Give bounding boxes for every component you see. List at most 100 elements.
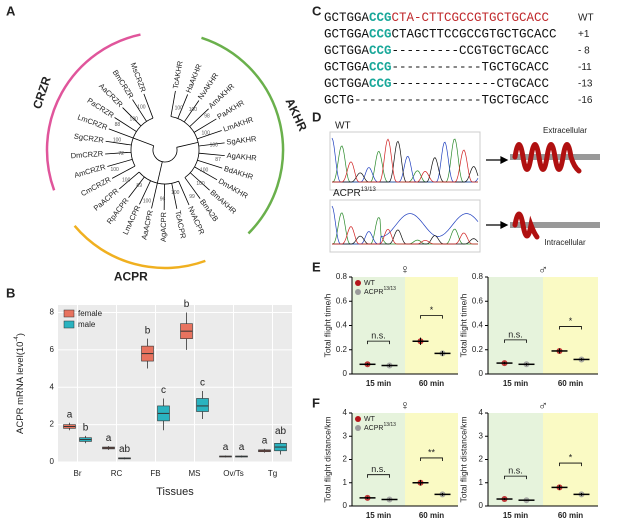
wt-label: WT bbox=[335, 121, 351, 132]
bootstrap: 99 bbox=[189, 194, 195, 200]
y-tick-label: 0.6 bbox=[472, 296, 484, 305]
significance-letter: b bbox=[83, 422, 89, 433]
legend-swatch bbox=[63, 309, 75, 318]
trace bbox=[331, 205, 479, 245]
leaf-label: SgAKHR bbox=[226, 134, 257, 147]
legend-label: female bbox=[78, 309, 103, 318]
bootstrap: 100 bbox=[202, 131, 211, 137]
significance-bracket bbox=[504, 339, 527, 343]
significance-letter: a bbox=[223, 442, 229, 453]
mutant-name: ACPR bbox=[333, 188, 361, 199]
y-tick-label: 4 bbox=[343, 408, 348, 417]
significance: * bbox=[569, 452, 573, 462]
significance-bracket bbox=[504, 475, 527, 480]
bootstrap: 96 bbox=[160, 196, 166, 202]
sequence-segment: --------------CTGCACC bbox=[392, 77, 550, 91]
significance: ** bbox=[428, 447, 436, 457]
legend-label: WT bbox=[364, 416, 376, 423]
significance-bracket bbox=[420, 457, 443, 461]
y-tick-label: 0.8 bbox=[472, 272, 484, 281]
y-label-text: ) bbox=[15, 333, 26, 336]
bootstrap: 100 bbox=[196, 181, 205, 187]
x-tick-label: RC bbox=[111, 469, 123, 478]
sequence-segment: GCTGGA bbox=[324, 11, 370, 25]
significance-letter: a bbox=[67, 409, 73, 420]
sequence-segment: CCG bbox=[369, 28, 392, 42]
y-tick-label: 3 bbox=[343, 431, 348, 440]
background-60 bbox=[405, 277, 458, 374]
x-tick-label: 60 min bbox=[558, 379, 583, 388]
bootstrap: 87 bbox=[215, 157, 221, 163]
x-tick-label: MS bbox=[189, 469, 201, 478]
sequence-label: -13 bbox=[578, 79, 593, 90]
bootstrap: 100 bbox=[200, 167, 209, 173]
y-tick-label: 2 bbox=[343, 455, 348, 464]
legend-name: ACPR bbox=[364, 289, 383, 296]
sequence-segment: CCG bbox=[369, 11, 392, 25]
significance-bracket bbox=[559, 326, 582, 330]
bootstrap: 72 bbox=[118, 151, 124, 157]
background-15 bbox=[352, 277, 405, 374]
significance: n.s. bbox=[508, 329, 523, 339]
x-tick-label: 60 min bbox=[419, 379, 444, 388]
y-tick-label: 0 bbox=[343, 501, 348, 510]
significance-bracket bbox=[367, 474, 390, 478]
sequence: GCTGGACCG---------CCGTGCTGCACC bbox=[324, 44, 549, 58]
leaf-label: LmAKHR bbox=[222, 115, 255, 134]
sequence-segment: GCTGGA bbox=[324, 77, 370, 91]
sequence-segment: -----------------TGCTGCACC bbox=[354, 94, 549, 108]
leaf-label: AgACPR bbox=[159, 211, 168, 242]
y-axis-label: Total flight distance/km bbox=[458, 417, 468, 503]
mutant-label: ACPR13/13 bbox=[333, 187, 376, 199]
sequence-label: -16 bbox=[578, 95, 593, 106]
sex-symbol: ♂ bbox=[538, 397, 548, 412]
x-tick-label: Tg bbox=[268, 469, 277, 478]
trace bbox=[332, 226, 478, 245]
legend-swatch bbox=[63, 320, 75, 329]
receptor-mutant bbox=[512, 211, 540, 240]
background-60 bbox=[405, 413, 458, 506]
group-arc bbox=[73, 225, 206, 270]
background-15 bbox=[488, 413, 543, 506]
x-tick-label: Ov/Ts bbox=[223, 469, 243, 478]
location-label: Extracellular bbox=[543, 126, 587, 135]
bootstrap: 100 bbox=[130, 116, 139, 122]
y-tick-label: 4 bbox=[479, 408, 484, 417]
x-tick-label: FB bbox=[150, 469, 160, 478]
y-tick-label: 1 bbox=[479, 478, 484, 487]
x-axis-label: Tissues bbox=[156, 486, 194, 498]
bootstrap: 100 bbox=[113, 137, 122, 143]
bootstrap: 89 bbox=[136, 183, 142, 189]
significance-letter: b bbox=[145, 325, 151, 336]
sequence-label: WT bbox=[578, 13, 594, 24]
legend-label: ACPR13/13 bbox=[364, 422, 396, 432]
panel-label: F bbox=[312, 395, 320, 410]
leaf-label: AaACPR bbox=[139, 209, 155, 241]
sequence-segment: ---------CCGTGCTGCACC bbox=[392, 44, 550, 58]
leaf-label: TcAKHR bbox=[171, 60, 185, 90]
sequence-segment: CTAGCTTCCGCCGTGCTGCACC bbox=[392, 28, 557, 42]
bootstrap: 100 bbox=[210, 142, 219, 148]
legend-name: WT bbox=[364, 416, 376, 423]
sequence-label: - 8 bbox=[578, 46, 590, 57]
legend-dot bbox=[355, 425, 361, 431]
y-tick-label: 1 bbox=[343, 478, 348, 487]
panel-label: D bbox=[312, 109, 321, 124]
legend-label: male bbox=[78, 320, 96, 329]
sex-symbol: ♀ bbox=[400, 261, 410, 276]
significance: n.s. bbox=[371, 464, 386, 474]
leaf-label: SgCRZR bbox=[73, 132, 105, 145]
bootstrap: 100 bbox=[143, 198, 152, 204]
y-tick-label: 6 bbox=[50, 345, 55, 354]
x-tick-label: Br bbox=[74, 469, 82, 478]
bootstrap: 100 bbox=[110, 167, 119, 173]
significance: * bbox=[569, 316, 573, 326]
x-tick-label: 15 min bbox=[503, 379, 528, 388]
legend-sup: 13/13 bbox=[383, 286, 396, 292]
x-tick-label: 15 min bbox=[366, 511, 391, 520]
y-tick-label: 4 bbox=[50, 382, 55, 391]
legend-dot bbox=[355, 289, 361, 295]
y-tick-label: 8 bbox=[50, 308, 55, 317]
plot-background bbox=[58, 305, 292, 462]
